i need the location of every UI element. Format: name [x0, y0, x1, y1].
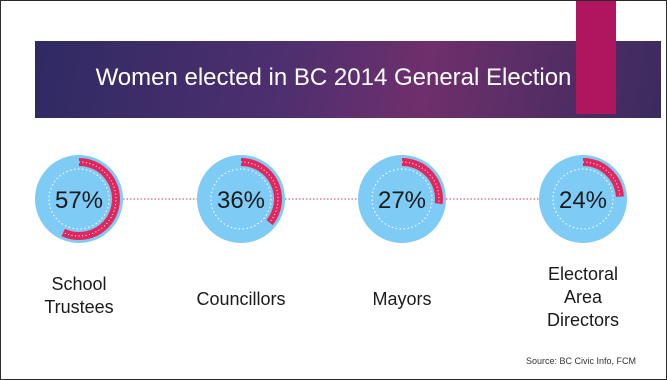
value-label: 27% [378, 187, 426, 214]
gauge-circle [539, 155, 627, 243]
category-label-line: Trustees [44, 297, 114, 317]
value-label: 57% [55, 187, 103, 214]
category-label: Electoral Area Directors [508, 263, 658, 332]
gauge-circle [358, 155, 446, 243]
gauge-circle [197, 155, 285, 243]
gauge-dotted-ring [210, 168, 272, 230]
category-label-line: Councillors [196, 289, 286, 309]
slide-title: Women elected in BC 2014 General Electio… [95, 64, 572, 91]
gauge-circle [35, 155, 123, 243]
gauge-dotted-ring [552, 168, 614, 230]
gauge-dotted-ring [371, 168, 433, 230]
category-label-line: Area [563, 287, 603, 307]
value-label: 36% [217, 187, 265, 214]
category-label-line: Mayors [372, 289, 432, 309]
category-label: Mayors [327, 288, 477, 311]
accent-bar [576, 1, 616, 114]
gauge-arc-dots [240, 161, 279, 223]
value-label: 24% [559, 187, 607, 214]
gauge-arc [61, 158, 120, 240]
category-label-line: Electoral [547, 264, 619, 284]
title-banner [35, 41, 661, 118]
gauge-arc-dots [401, 161, 440, 204]
gauge-arc-dots [582, 161, 621, 197]
category-label: School Trustees [4, 273, 154, 319]
category-label: Councillors [166, 288, 316, 311]
source-note: Source: BC Civic Info, FCM [525, 356, 636, 366]
category-label-line: Directors [546, 310, 619, 330]
category-label-line: School [51, 274, 107, 294]
gauge-dotted-ring [48, 168, 110, 230]
